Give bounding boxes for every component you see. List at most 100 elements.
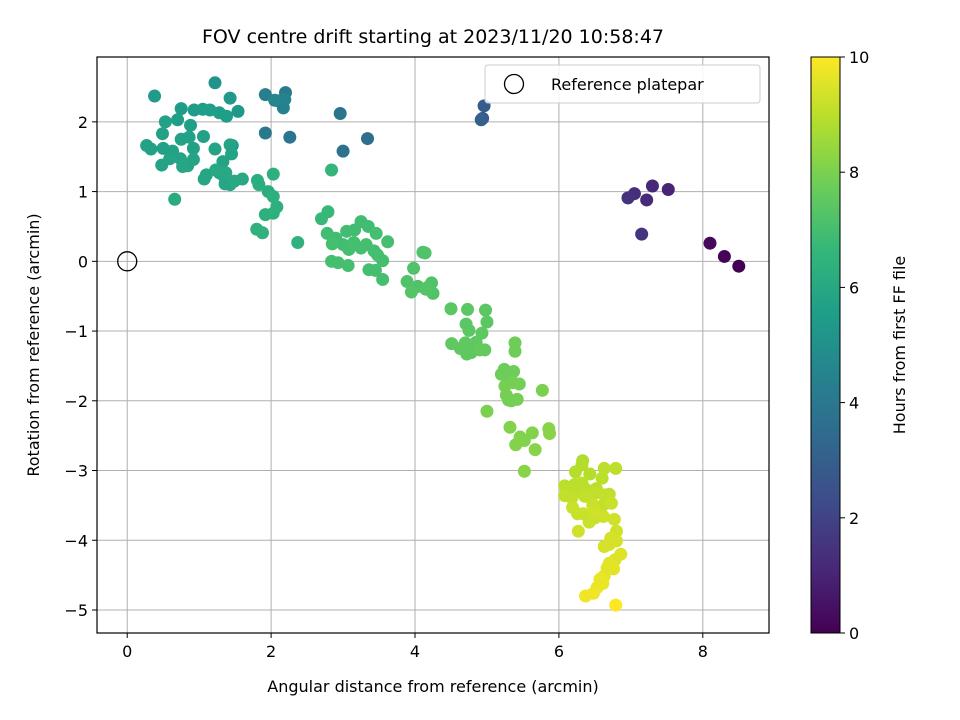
data-point (607, 562, 621, 576)
data-point (595, 471, 609, 485)
legend: Reference platepar (484, 64, 761, 104)
data-point (507, 364, 521, 378)
data-point (645, 179, 659, 193)
data-point (331, 256, 345, 270)
data-point (479, 303, 493, 317)
data-point (155, 158, 169, 172)
data-point (223, 138, 237, 152)
data-point (565, 491, 579, 505)
data-point (597, 461, 611, 475)
legend-entry-reference: Reference platepar (551, 75, 704, 94)
data-point (266, 167, 280, 181)
data-point (283, 130, 297, 144)
data-point (579, 589, 593, 603)
grid (97, 57, 769, 633)
colorbar-tick-label: 6 (849, 278, 859, 297)
data-point (604, 496, 618, 510)
data-point (155, 127, 169, 141)
data-point (503, 420, 517, 434)
data-point (504, 394, 518, 408)
colorbar-label: Hours from first FF file (890, 256, 909, 435)
colorbar-ticks: 0 2 4 6 8 10 (840, 48, 869, 643)
y-tick-label: 1 (78, 183, 88, 202)
data-point (266, 189, 280, 203)
data-point (336, 144, 350, 158)
plot-frame (96, 56, 770, 634)
data-point (268, 93, 282, 107)
data-point (376, 254, 390, 268)
colorbar-tick-label: 0 (849, 624, 859, 643)
data-point (196, 129, 210, 143)
data-point (174, 102, 188, 116)
data-point (158, 115, 172, 129)
data-point (535, 383, 549, 397)
data-point (661, 182, 675, 196)
data-point (621, 191, 635, 205)
data-point (235, 172, 249, 186)
data-point (255, 226, 269, 240)
data-point (278, 93, 292, 107)
data-point (517, 464, 531, 478)
data-point (376, 272, 390, 286)
reference-platepar-marker (117, 251, 138, 272)
data-point (325, 237, 339, 251)
data-point (219, 166, 233, 180)
colorbar-gradient (810, 56, 841, 634)
data-point (325, 163, 339, 177)
data-point (340, 224, 354, 238)
data-point (583, 467, 597, 481)
data-point (703, 236, 717, 250)
data-point (208, 142, 222, 156)
colorbar-tick-label: 8 (849, 163, 859, 182)
data-point (368, 263, 382, 277)
y-tick-label: −3 (64, 462, 88, 481)
data-point (223, 91, 237, 105)
x-tick-label: 2 (266, 642, 276, 661)
y-tick-label: 2 (78, 113, 88, 132)
data-point (568, 465, 582, 479)
data-point (462, 323, 476, 337)
data-point (717, 249, 731, 263)
data-point (478, 343, 492, 357)
data-point (571, 524, 585, 538)
data-point (144, 142, 158, 156)
data-points (117, 76, 746, 612)
colorbar-tick-label: 4 (849, 394, 859, 413)
data-point (597, 540, 611, 554)
legend-box (484, 64, 761, 104)
data-point (182, 130, 196, 144)
y-tick-label: 0 (78, 252, 88, 271)
data-point (407, 261, 421, 275)
y-tick-label: −1 (64, 322, 88, 341)
data-point (609, 598, 623, 612)
data-point (209, 163, 223, 177)
data-point (480, 404, 494, 418)
y-tick-label: −5 (64, 601, 88, 620)
data-point (494, 367, 508, 381)
data-point (250, 173, 264, 187)
data-point (258, 208, 272, 222)
data-point (418, 246, 432, 260)
data-point (525, 426, 539, 440)
y-axis-label: Rotation from reference (arcmin) (24, 213, 43, 476)
data-point (508, 344, 522, 358)
data-point (171, 113, 185, 127)
data-point (400, 275, 414, 289)
legend-marker-reference (503, 73, 525, 95)
data-point (148, 89, 162, 103)
x-tick-label: 8 (698, 642, 708, 661)
y-tick-label: −4 (64, 531, 88, 550)
data-point (404, 285, 418, 299)
colorbar-tick-label: 2 (849, 509, 859, 528)
data-point (197, 172, 211, 186)
data-point (341, 259, 355, 273)
data-point (588, 505, 602, 519)
data-point (609, 461, 623, 475)
data-point (528, 443, 542, 457)
data-point (444, 302, 458, 316)
axis-ticks: 0 2 4 6 8 −5 −4 −3 −2 −1 0 1 2 (64, 113, 707, 661)
data-point (640, 193, 654, 207)
data-point (231, 104, 245, 118)
x-axis-label: Angular distance from reference (arcmin) (267, 677, 598, 696)
colorbar-tick-label: 10 (849, 48, 869, 67)
